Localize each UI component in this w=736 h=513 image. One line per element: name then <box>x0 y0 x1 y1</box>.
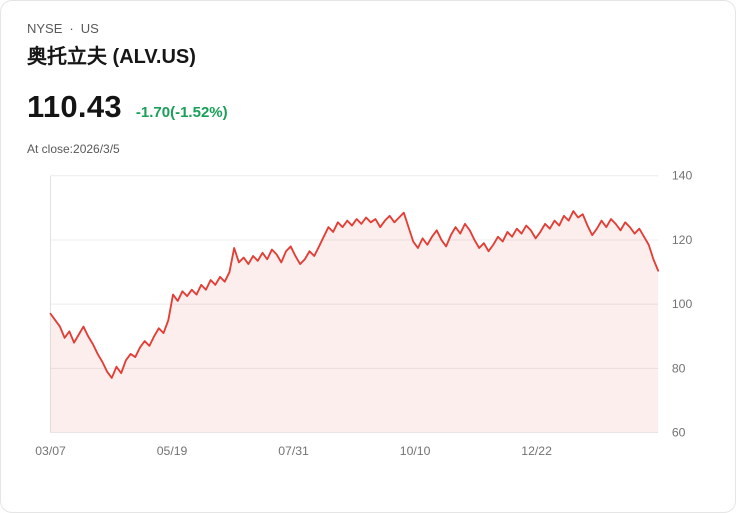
x-axis-label: 05/19 <box>157 444 188 458</box>
y-axis-label: 120 <box>672 233 693 247</box>
exchange-separator-dot: · <box>69 21 74 36</box>
y-axis-label: 140 <box>672 169 693 183</box>
y-axis-label: 80 <box>672 361 686 375</box>
price-chart-svg[interactable]: 140 120 100 80 60 03/07 05/19 07/31 10/10 12/22 <box>27 164 713 458</box>
x-axis-label: 12/22 <box>521 444 552 458</box>
exchange-label: NYSE <box>27 21 63 36</box>
price-line <box>49 210 660 379</box>
price-chart[interactable]: 140 120 100 80 60 03/07 05/19 07/31 10/10 12/22 <box>27 164 711 458</box>
region-label: US <box>80 21 99 36</box>
x-axis-label: 03/07 <box>35 444 66 458</box>
at-close-label: At close:2026/3/5 <box>27 142 120 156</box>
x-axis-label: 10/10 <box>400 444 431 458</box>
price-row: 110.43 -1.70(-1.52%) <box>27 90 711 124</box>
y-axis-label: 60 <box>672 425 686 439</box>
stock-title: 奥托立夫 (ALV.US) <box>27 46 196 68</box>
last-price: 110.43 <box>27 89 122 124</box>
price-area-fill <box>50 211 659 433</box>
exchange-line: NYSE · US <box>27 21 711 37</box>
price-change: -1.70(-1.52%) <box>135 104 228 121</box>
x-axis-label: 07/31 <box>278 444 309 458</box>
y-axis-label: 100 <box>672 297 693 311</box>
